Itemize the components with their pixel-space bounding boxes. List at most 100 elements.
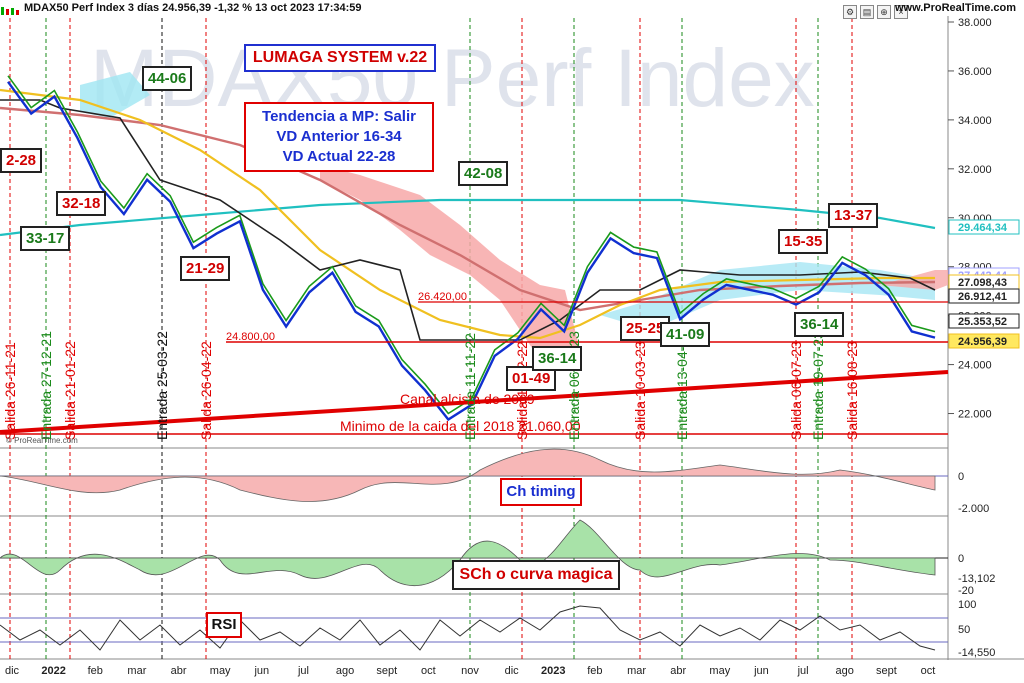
y-tick-label: 24.000 — [958, 360, 992, 372]
vd-box: 33-17 — [20, 226, 71, 251]
y-tick-label: 34.000 — [958, 115, 992, 127]
vd-box: 32-18 — [56, 191, 107, 216]
x-tick-label: ago — [336, 665, 354, 677]
price-label-box — [948, 313, 1020, 329]
rsi-label: RSI — [206, 612, 242, 638]
signal-label: Entrada 25-03-22 — [154, 331, 170, 440]
rsi-panel — [0, 605, 948, 651]
indicator-tick-label: -13,102 — [958, 573, 995, 585]
chart-title: MDAX50 Perf Index 3 días 24.956,39 -1,32… — [24, 2, 362, 14]
copyright: © ProRealTime.com — [6, 436, 78, 445]
indicator-tick-label: 50 — [958, 624, 970, 636]
signal-label: Salida 21-01-22 — [62, 341, 78, 440]
vd-box: 42-08 — [458, 161, 509, 186]
price-label: 26.912,41 — [958, 291, 1007, 303]
toolbar-icons: ⚙ ▤ ⊕ × — [840, 2, 908, 20]
level-24800-label: 24.800,00 — [226, 331, 275, 343]
indicator-tick-label: -14,550 — [958, 647, 995, 659]
x-tick-label: abr — [171, 665, 187, 677]
y-tick-label: 22.000 — [958, 409, 992, 421]
price-smooth-line — [7, 81, 936, 422]
indicator-y-axis: 0 -2.000 0 -13,102-20 100 50 -14,550 — [958, 471, 995, 659]
signal-label: Entrada 13-04-23 — [674, 331, 690, 440]
signal-label: Salida 06-07-23 — [788, 341, 804, 440]
price-label: 27.098,43 — [958, 277, 1007, 289]
zoom-icon[interactable]: ⊕ — [877, 5, 891, 19]
min-text: Minimo de la caida del 2018 21.060,00 — [340, 418, 581, 434]
signal-label: Entrada 27-12-21 — [38, 331, 54, 440]
signal-label: Salida 10-03-23 — [632, 341, 648, 440]
sch-label: SCh o curva magica — [452, 560, 620, 590]
x-tick-label: dic — [505, 665, 520, 677]
signal-label: Salida 26-11-21 — [2, 342, 18, 440]
system-title: LUMAGA SYSTEM v.22 — [244, 44, 436, 72]
vd-box: 2-28 — [0, 148, 43, 173]
x-tick-label: abr — [670, 665, 686, 677]
rsi-line — [0, 605, 936, 651]
x-tick-label: mar — [127, 665, 146, 677]
level-26420-label: 26.420,00 — [418, 291, 467, 303]
y-tick-label: 32.000 — [958, 164, 992, 176]
trend-line-1: Tendencia a MP: Salir — [262, 108, 416, 125]
x-tick-label: jun — [253, 665, 269, 677]
price-label-box — [948, 288, 1020, 304]
x-tick-label: feb — [587, 665, 602, 677]
x-tick-label: sept — [876, 665, 897, 677]
ch-timing-panel — [0, 448, 948, 502]
signal-label: Salida 16-08-23 — [844, 341, 860, 440]
x-tick-label: nov — [461, 665, 479, 677]
price-labels: 29.464,3427.442,4427.098,4326.912,4125.3… — [948, 219, 1020, 349]
chart-icon[interactable]: ▤ — [860, 5, 874, 19]
vd-box: 36-14 — [532, 346, 583, 371]
ch-timing-area — [0, 448, 936, 502]
source-url[interactable]: www.ProRealTime.com — [894, 2, 1016, 14]
vd-box: 36-14 — [794, 312, 845, 337]
ma-yellow — [0, 88, 935, 340]
vd-box: 44-06 — [142, 66, 193, 91]
y-tick-label: 38.000 — [958, 17, 992, 29]
signal-label: Entrada 19-07-23 — [810, 331, 826, 440]
price-label-box — [948, 333, 1020, 349]
trend-line-2: VD Anterior 16-34 — [276, 128, 402, 145]
signal-label: Salida 26-04-22 — [198, 341, 214, 440]
x-tick-label: jul — [797, 665, 809, 677]
price-label: 24.956,39 — [958, 336, 1007, 348]
support-text: Canal alcista de 2009 — [400, 391, 535, 407]
price-label-box — [948, 219, 1020, 235]
time-x-axis: dic 2022 feb mar abr may jun jul ago sept oct nov di… — [5, 665, 935, 677]
settings-icon[interactable]: ⚙ — [843, 5, 857, 19]
x-tick-label: may — [210, 665, 231, 677]
x-tick-label: feb — [88, 665, 103, 677]
ma-black — [0, 99, 936, 341]
x-tick-label: oct — [421, 665, 436, 677]
indicator-tick-label: 100 — [958, 599, 976, 611]
vd-box: 15-35 — [778, 229, 829, 254]
indicator-tick-label: -2.000 — [958, 503, 989, 515]
vd-box: 13-37 — [828, 203, 879, 228]
vd-box: 25-25 — [620, 316, 671, 341]
x-tick-label: mar — [627, 665, 646, 677]
indicator-tick-label: 0 — [958, 471, 964, 483]
price-label: 29.464,34 — [958, 222, 1008, 234]
vd-box: 21-29 — [180, 256, 231, 281]
trend-line-3: VD Actual 22-28 — [282, 148, 396, 165]
x-tick-label: jul — [297, 665, 309, 677]
window-icon — [0, 3, 22, 15]
x-tick-label: jun — [753, 665, 769, 677]
indicator-tick-label: -20 — [958, 585, 974, 597]
x-tick-label: oct — [921, 665, 936, 677]
trend-box: Tendencia a MP: Salir VD Anterior 16-34 … — [244, 102, 434, 172]
x-tick-label: sept — [376, 665, 397, 677]
price-label: 25.353,52 — [958, 316, 1007, 328]
x-tick-label: 2022 — [41, 665, 65, 677]
x-tick-label: 2023 — [541, 665, 565, 677]
indicator-tick-label: 0 — [958, 553, 964, 565]
x-tick-label: dic — [5, 665, 20, 677]
ch-timing-label: Ch timing — [500, 478, 582, 506]
price-line — [7, 75, 936, 415]
vd-box: 41-09 — [660, 322, 711, 347]
x-tick-label: may — [709, 665, 730, 677]
watermark: MDAX50 Perf Index — [90, 33, 815, 124]
x-tick-label: ago — [836, 665, 854, 677]
close-icon[interactable]: × — [894, 5, 908, 19]
